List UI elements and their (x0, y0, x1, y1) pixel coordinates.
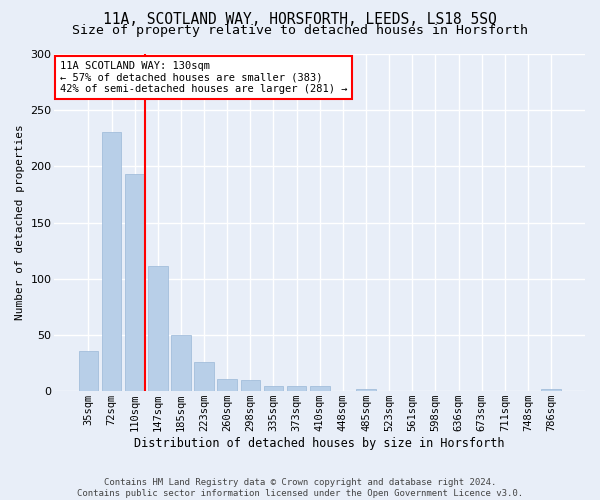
Bar (241, 380, 260, 391)
Bar (287, 386, 307, 391)
Text: Contains HM Land Registry data © Crown copyright and database right 2024.
Contai: Contains HM Land Registry data © Crown c… (77, 478, 523, 498)
X-axis label: Distribution of detached houses by size in Horsforth: Distribution of detached houses by size … (134, 437, 505, 450)
Bar (541, 389, 561, 391)
Bar (171, 335, 191, 391)
Bar (263, 386, 283, 391)
Text: 11A SCOTLAND WAY: 130sqm
← 57% of detached houses are smaller (383)
42% of semi-: 11A SCOTLAND WAY: 130sqm ← 57% of detach… (60, 60, 347, 94)
Bar (310, 386, 329, 391)
Y-axis label: Number of detached properties: Number of detached properties (15, 124, 25, 320)
Bar (194, 362, 214, 391)
Bar (356, 389, 376, 391)
Text: Size of property relative to detached houses in Horsforth: Size of property relative to detached ho… (72, 24, 528, 37)
Bar (148, 266, 167, 391)
Bar (125, 174, 145, 391)
Bar (102, 132, 121, 391)
Text: 11A, SCOTLAND WAY, HORSFORTH, LEEDS, LS18 5SQ: 11A, SCOTLAND WAY, HORSFORTH, LEEDS, LS1… (103, 12, 497, 28)
Bar (79, 350, 98, 391)
Bar (217, 379, 237, 391)
